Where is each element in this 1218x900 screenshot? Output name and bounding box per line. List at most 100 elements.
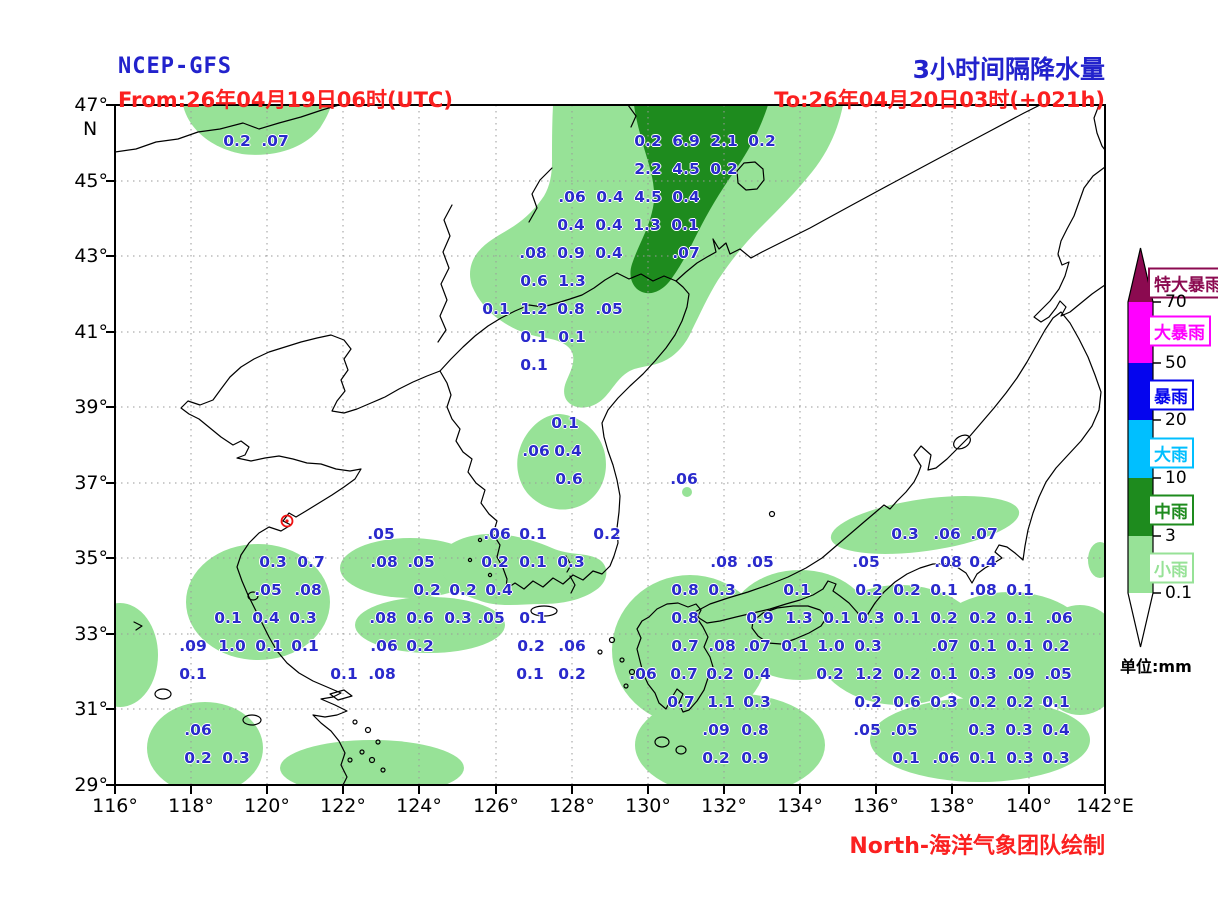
lon-tick-label: 142°E [1076, 795, 1134, 817]
precip-value-label: .06 [932, 749, 960, 767]
precip-value-label: .05 [477, 609, 505, 627]
precip-value-label: .06 [670, 470, 698, 488]
precip-value-label: 0.1 [520, 356, 548, 374]
precip-value-label: .08 [370, 553, 398, 571]
legend-level-label: 小雨 [1148, 552, 1194, 584]
precip-value-label: 0.1 [291, 637, 319, 655]
lat-tick-label: 45° [74, 170, 108, 192]
precip-value-label: 0.9 [746, 609, 774, 627]
precip-value-label: 0.1 [1006, 637, 1034, 655]
precip-value-label: 0.4 [595, 216, 623, 234]
island-yakushima [654, 736, 670, 748]
precip-value-label: 1.3 [785, 609, 813, 627]
precip-value-label: 0.1 [892, 749, 920, 767]
precip-value-label: 0.7 [667, 693, 695, 711]
precip-value-label: 0.2 [748, 132, 776, 150]
precip-value-label: .06 [184, 721, 212, 739]
lat-tick-label: 33° [74, 623, 108, 645]
precip-value-label: 0.2 [969, 609, 997, 627]
precip-value-label: 0.6 [520, 272, 548, 290]
river-squiggle-2 [528, 167, 553, 223]
precip-value-label: 0.1 [823, 609, 851, 627]
border-yalu-tumen [439, 272, 677, 372]
precip-value-label: .06 [1045, 609, 1073, 627]
precip-value-label: 0.3 [1006, 749, 1034, 767]
precip-value-label: .05 [853, 721, 881, 739]
precip-value-label: 0.3 [930, 693, 958, 711]
lake-khanka [736, 161, 765, 191]
precip-value-label: 1.2 [855, 665, 883, 683]
coast-russia-primorye [675, 105, 1041, 282]
precip-value-label: .06 [558, 188, 586, 206]
precip-value-label: 0.2 [1042, 637, 1070, 655]
legend-tick-value: 10 [1165, 468, 1187, 488]
precip-value-label: 0.1 [520, 328, 548, 346]
precip-value-label: .07 [672, 244, 700, 262]
page-title: 3小时间隔降水量 [912, 55, 1105, 84]
precip-value-label: 0.8 [671, 609, 699, 627]
precip-value-label: 0.4 [596, 188, 624, 206]
precip-value-label: 0.8 [557, 300, 585, 318]
precip-value-label: 0.2 [854, 693, 882, 711]
precip-value-label: 0.1 [519, 609, 547, 627]
precip-value-label: 0.1 [930, 665, 958, 683]
precip-value-label: 0.3 [857, 609, 885, 627]
lon-tick-label: 122° [320, 795, 366, 817]
precip-value-label: 1.0 [817, 637, 845, 655]
precip-value-label: 0.4 [554, 442, 582, 460]
precip-value-label: .08 [934, 553, 962, 571]
forecast-from-label: From:26年04月19日06时(UTC) [118, 88, 453, 112]
precip-value-label: 0.3 [743, 693, 771, 711]
precip-value-label: .08 [368, 665, 396, 683]
rain-area-moderate-core [630, 105, 768, 294]
precip-value-label: .09 [702, 721, 730, 739]
precip-value-label: 0.4 [743, 665, 771, 683]
legend-tick-value: 50 [1165, 353, 1187, 373]
coast-kyushu [636, 602, 714, 713]
precip-value-label: 0.8 [741, 721, 769, 739]
lat-tick-label: 37° [74, 472, 108, 494]
lon-tick-label: 138° [929, 795, 975, 817]
precip-value-label: 0.1 [1006, 609, 1034, 627]
precip-value-label: 0.2 [706, 665, 734, 683]
lat-tick-label: 35° [74, 547, 108, 569]
precip-value-label: 0.1 [969, 637, 997, 655]
precip-value-label: .09 [179, 637, 207, 655]
precip-value-label: .05 [890, 721, 918, 739]
precip-value-label: .08 [369, 609, 397, 627]
island-jeju [530, 605, 558, 617]
coast-hokkaido [1033, 166, 1105, 323]
rain-area-korea-strait [438, 534, 607, 605]
precip-value-label: 0.2 [558, 665, 586, 683]
precip-value-label: 0.8 [671, 581, 699, 599]
precip-value-label: 0.3 [708, 581, 736, 599]
coast-korea [439, 280, 690, 590]
precip-value-label: 0.2 [710, 160, 738, 178]
river-squiggle-1 [627, 105, 637, 128]
lake-taihu [242, 714, 262, 726]
precip-value-label: 0.7 [297, 553, 325, 571]
islands-korea-west [467, 537, 493, 578]
precip-value-label: 0.3 [891, 525, 919, 543]
precip-value-label: 0.1 [519, 525, 547, 543]
coast-sakhalin [1093, 105, 1105, 151]
precip-value-label: 0.1 [671, 216, 699, 234]
precip-value-label: 0.1 [551, 414, 579, 432]
precip-value-label: 0.4 [595, 244, 623, 262]
precip-value-label: .08 [969, 581, 997, 599]
lat-hemisphere-label: N [83, 118, 98, 140]
lat-tick-label: 47° [74, 94, 108, 116]
lon-tick-label: 140° [1006, 795, 1052, 817]
precip-value-label: 0.2 [702, 749, 730, 767]
island-tsushima [565, 555, 576, 594]
island-sado [953, 434, 971, 450]
precip-value-label: 0.3 [557, 553, 585, 571]
rain-area-northwest [183, 105, 331, 155]
island-oki [768, 510, 776, 518]
precip-value-label: 0.1 [781, 637, 809, 655]
precip-value-label: 1.0 [218, 637, 246, 655]
precip-value-label: 0.2 [481, 553, 509, 571]
axis-tickmarks [106, 104, 1106, 794]
precip-value-label: 0.2 [893, 581, 921, 599]
